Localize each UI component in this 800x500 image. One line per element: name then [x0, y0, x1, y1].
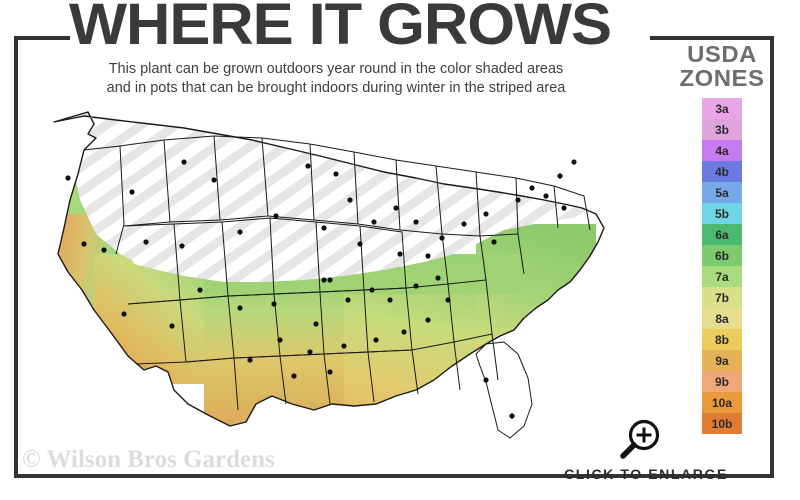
frame-top-left-stub — [14, 36, 70, 40]
zone-swatch-4a: 4a — [702, 140, 742, 161]
frame-left-edge — [14, 36, 18, 478]
legend-title-line-2: ZONES — [679, 65, 765, 91]
zone-swatch-3b: 3b — [702, 119, 742, 140]
state-boundaries — [53, 111, 605, 439]
zone-swatch-6a: 6a — [702, 224, 742, 245]
zone-swatch-7b: 7b — [702, 287, 742, 308]
usda-zones-legend: USDA ZONES 3a 3b 4a 4b 5a 5b 6a 6b 7a 7b 8a 8b 9a 9b 1… — [676, 42, 768, 434]
magnifier-glass-icon — [620, 419, 660, 459]
map-svg — [53, 111, 605, 439]
page-title: WHERE IT GROWS — [69, 0, 612, 57]
zone-swatch-8b: 8b — [702, 329, 742, 350]
zone-swatch-6b: 6b — [702, 245, 742, 266]
frame-bottom-edge — [14, 474, 774, 478]
watermark: © Wilson Bros Gardens — [22, 446, 275, 473]
zone-swatch-5a: 5a — [702, 182, 742, 203]
zone-swatch-10a: 10a — [702, 392, 742, 413]
subtitle-line-1: This plant can be grown outdoors year ro… — [108, 61, 564, 77]
zone-swatch-7a: 7a — [702, 266, 742, 287]
legend-title: USDA ZONES — [674, 42, 770, 90]
zone-swatch-10b: 10b — [702, 413, 742, 434]
subtitle: This plant can be grown outdoors year ro… — [26, 60, 646, 98]
capital-dots — [65, 159, 577, 419]
click-to-enlarge-label[interactable]: CLICK TO ENLARGE — [564, 466, 728, 482]
subtitle-line-2: and in pots that can be brought indoors … — [106, 80, 566, 96]
zone-swatch-9b: 9b — [702, 371, 742, 392]
zone-swatch-3a: 3a — [702, 98, 742, 119]
legend-title-line-1: USDA — [687, 41, 757, 67]
zone-swatch-5b: 5b — [702, 203, 742, 224]
legend-swatch-list: 3a 3b 4a 4b 5a 5b 6a 6b 7a 7b 8a 8b 9a 9b 10a 10b — [702, 98, 742, 434]
zone-swatch-8a: 8a — [702, 308, 742, 329]
zone-swatch-9a: 9a — [702, 350, 742, 371]
frame-top-right-stub — [650, 36, 774, 40]
usda-hardiness-map[interactable] — [24, 104, 624, 449]
magnifier-zoom-icon[interactable] — [616, 418, 662, 467]
frame-right-edge — [770, 36, 774, 478]
zone-swatch-4b: 4b — [702, 161, 742, 182]
